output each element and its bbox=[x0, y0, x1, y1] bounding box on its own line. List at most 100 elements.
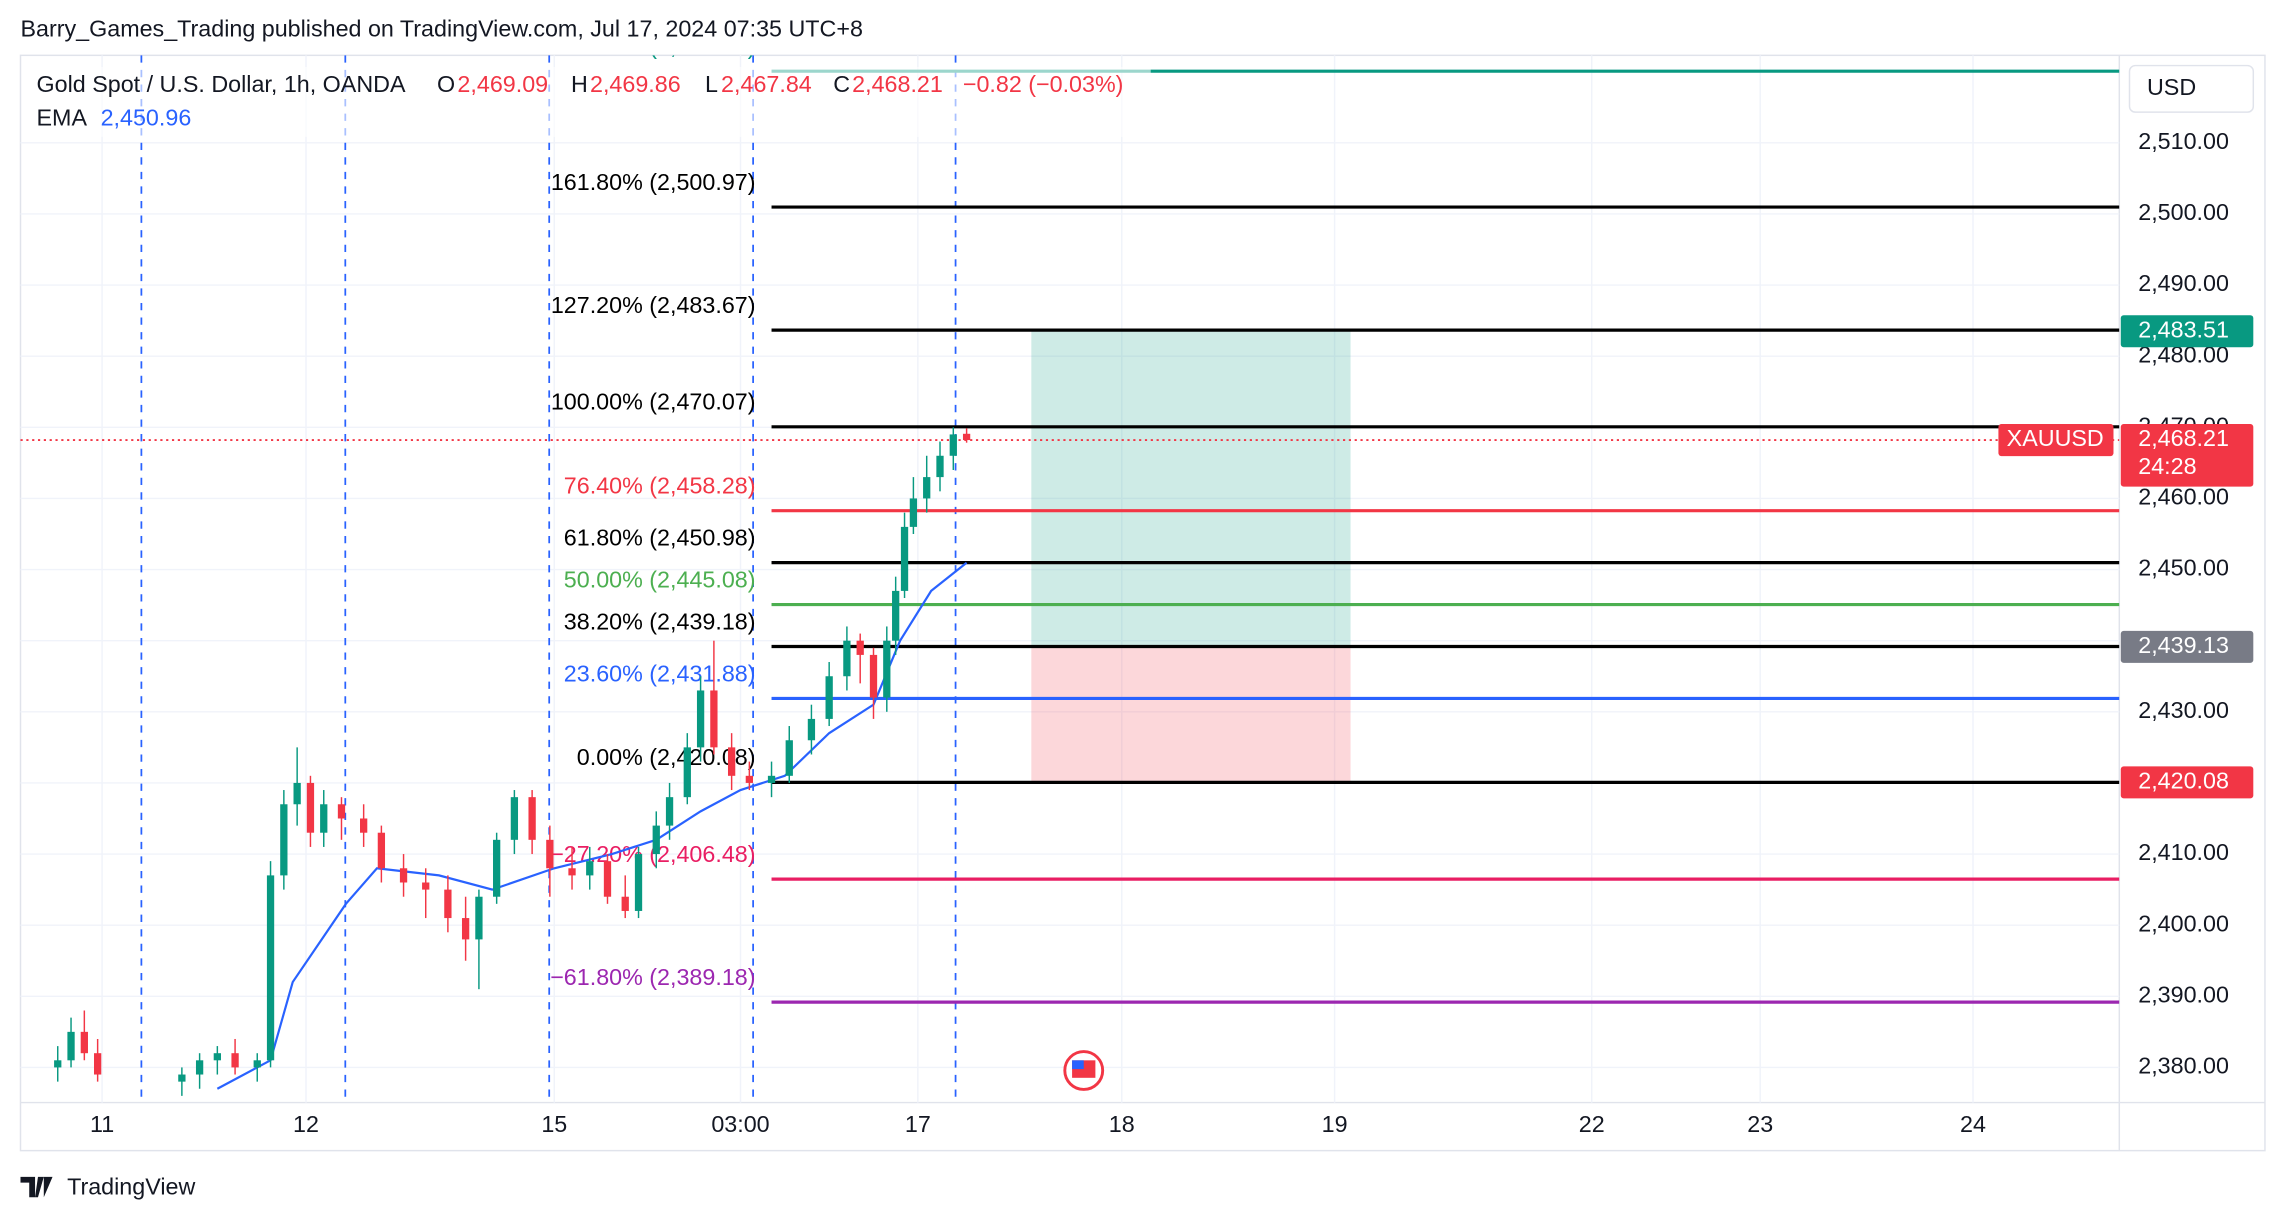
x-tick-label: 23 bbox=[1747, 1111, 1773, 1137]
event-flag[interactable] bbox=[1063, 1050, 1105, 1091]
candle-body bbox=[745, 775, 754, 783]
currency: USD bbox=[2147, 74, 2196, 100]
y-tick-label: 2,400.00 bbox=[2138, 910, 2229, 936]
ema-name: EMA bbox=[37, 105, 88, 131]
x-tick-label: 11 bbox=[90, 1111, 114, 1137]
y-tick-label: 2,390.00 bbox=[2138, 981, 2229, 1007]
legend-key: O bbox=[437, 71, 455, 97]
x-tick-label: 03:00 bbox=[711, 1111, 769, 1137]
candle-body bbox=[586, 861, 594, 876]
y-tick-label: 2,490.00 bbox=[2138, 270, 2229, 296]
legend-key: H bbox=[571, 71, 588, 97]
candle-body bbox=[67, 1031, 75, 1061]
footer: TradingView bbox=[67, 1174, 195, 1200]
candle-body bbox=[195, 1060, 204, 1075]
x-tick-label: 22 bbox=[1579, 1111, 1605, 1137]
candle-body bbox=[603, 861, 612, 897]
candle-body bbox=[909, 498, 918, 527]
candle-body bbox=[422, 882, 430, 890]
candle-body bbox=[785, 740, 793, 776]
legend-key: L bbox=[705, 71, 718, 97]
candle-body bbox=[337, 804, 346, 819]
position-loss bbox=[1031, 646, 1351, 783]
countdown: 24:28 bbox=[2138, 453, 2196, 479]
x-tick-label: 24 bbox=[1960, 1111, 1986, 1137]
header: Barry_Games_Trading published on Trading… bbox=[20, 16, 862, 42]
x-tick-label: 12 bbox=[293, 1111, 319, 1137]
candle-body bbox=[962, 433, 971, 441]
legend-change: −0.82 (−0.03%) bbox=[963, 71, 1124, 97]
candle-body bbox=[510, 797, 519, 840]
candle-body bbox=[869, 654, 878, 698]
candle-body bbox=[825, 676, 833, 719]
candle-body bbox=[213, 1053, 221, 1061]
candle-body bbox=[93, 1053, 102, 1075]
candle-body bbox=[683, 747, 691, 798]
candle-body bbox=[843, 640, 851, 677]
fib-label: 23.60% (2,431.88) bbox=[564, 660, 756, 686]
x-tick-label: 19 bbox=[1322, 1111, 1348, 1137]
candle-body bbox=[767, 775, 776, 783]
symbol-tag bbox=[1998, 424, 2114, 457]
candle-body bbox=[493, 839, 501, 897]
candle-body bbox=[807, 718, 816, 741]
candle-body bbox=[621, 896, 629, 911]
candle-body bbox=[727, 747, 736, 776]
candle-body bbox=[475, 896, 483, 940]
candle-body bbox=[320, 804, 328, 833]
price-tag bbox=[2120, 630, 2254, 663]
y-tick-label: 2,460.00 bbox=[2138, 484, 2229, 510]
legend-value: 2,468.21 bbox=[852, 71, 943, 97]
fib-label: −61.80% (2,389.18) bbox=[550, 964, 755, 990]
y-tick-label: 2,450.00 bbox=[2138, 555, 2229, 581]
price-axis: 2,380.002,390.002,400.002,410.002,420.00… bbox=[1998, 128, 2254, 1079]
legend-value: 2,469.09 bbox=[457, 71, 548, 97]
y-tick-label: 2,380.00 bbox=[2138, 1053, 2229, 1079]
fib-label: 38.20% (2,439.18) bbox=[564, 608, 756, 634]
symbol: Gold Spot / U.S. Dollar, 1h, OANDA bbox=[37, 71, 406, 97]
candle-body bbox=[306, 782, 315, 833]
price-tag-label: 2,420.08 bbox=[2138, 768, 2229, 794]
candle-body bbox=[892, 590, 900, 641]
candle-body bbox=[461, 918, 470, 940]
candle-body bbox=[360, 818, 368, 833]
ema-value: 2,450.96 bbox=[101, 105, 192, 131]
y-tick-label: 2,410.00 bbox=[2138, 839, 2229, 865]
candle-body bbox=[883, 640, 891, 698]
position-profit bbox=[1031, 331, 1351, 647]
fib-label: 50.00% (2,445.08) bbox=[564, 566, 756, 592]
legend: Gold Spot / U.S. Dollar, 1h, OANDA O 2,4… bbox=[29, 66, 1151, 137]
candle-body bbox=[280, 804, 288, 876]
x-tick-label: 17 bbox=[905, 1111, 931, 1137]
candle-body bbox=[54, 1060, 62, 1068]
candle-body bbox=[546, 839, 554, 869]
candle-body bbox=[253, 1060, 261, 1068]
candle-body bbox=[266, 875, 275, 1061]
candle-body bbox=[377, 832, 386, 869]
currency-button[interactable] bbox=[2128, 64, 2255, 113]
fib-label: 61.80% (2,450.98) bbox=[564, 524, 756, 550]
ema-line bbox=[216, 561, 968, 1090]
candle-body bbox=[293, 782, 301, 805]
y-tick-label: 2,500.00 bbox=[2138, 199, 2229, 225]
candle-body bbox=[665, 797, 674, 826]
candle-body bbox=[900, 526, 909, 591]
price-tag-label: 2,483.51 bbox=[2138, 316, 2229, 342]
last-price-label: 2,468.21 bbox=[2138, 425, 2229, 451]
plot-area: 200.00% (2,520.07) 161.80% (2,500.97) 127.… bbox=[20, 33, 2120, 1096]
price-tag bbox=[2120, 766, 2254, 799]
legend-value: 2,469.86 bbox=[590, 71, 681, 97]
fib-label: 76.40% (2,458.28) bbox=[564, 473, 756, 499]
candle-body bbox=[652, 825, 660, 855]
candle-body bbox=[696, 690, 705, 748]
price-tag bbox=[2120, 315, 2254, 348]
candle-body bbox=[399, 868, 408, 883]
candle-body bbox=[949, 434, 957, 456]
candle-body bbox=[444, 889, 452, 919]
price-tag-label: 2,439.13 bbox=[2138, 632, 2229, 658]
candle-body bbox=[634, 854, 643, 911]
legend-value: 2,467.84 bbox=[721, 71, 812, 97]
fib-label: 200.00% (2,520.07) bbox=[551, 33, 756, 59]
x-tick-label: 18 bbox=[1109, 1111, 1135, 1137]
